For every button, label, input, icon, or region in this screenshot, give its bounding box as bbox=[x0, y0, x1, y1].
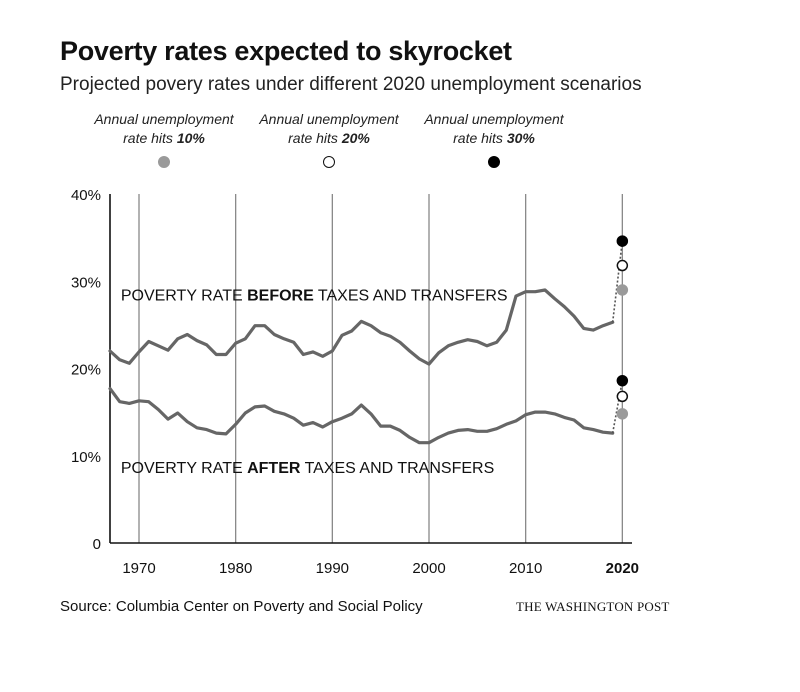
y-tick-label: 20% bbox=[71, 362, 101, 379]
legend-item-10: Annual unemployment rate hits 10% bbox=[79, 110, 249, 168]
projection-point-10 bbox=[616, 408, 629, 420]
legend-text-line2: rate hits 20% bbox=[288, 130, 370, 146]
projection-connector bbox=[611, 241, 624, 323]
legend-text-line1: Annual unemployment bbox=[424, 111, 564, 127]
projection-points bbox=[616, 235, 629, 420]
y-tick-label: 10% bbox=[71, 449, 101, 466]
x-tick-label: 1980 bbox=[219, 560, 252, 577]
credit-logo: THE WASHINGTON POST bbox=[516, 599, 670, 614]
x-tick-label: 2000 bbox=[412, 560, 445, 577]
legend-text-line2: rate hits 10% bbox=[123, 130, 205, 146]
series-label: POVERTY RATE AFTER TAXES AND TRANSFERS bbox=[121, 460, 494, 477]
y-tick-label: 0 bbox=[93, 536, 101, 553]
legend-text-line2: rate hits 30% bbox=[453, 130, 535, 146]
projection-point-20 bbox=[616, 390, 629, 403]
series-label: POVERTY RATE BEFORE TAXES AND TRANSFERS bbox=[121, 287, 508, 304]
x-tick-label: 2010 bbox=[509, 560, 542, 577]
series-line-after bbox=[108, 387, 615, 445]
projection-connector bbox=[611, 380, 624, 434]
x-tick-label: 1970 bbox=[122, 560, 155, 577]
grid bbox=[138, 194, 623, 543]
x-tick-label: 2020 bbox=[606, 560, 639, 577]
projection-point-30 bbox=[616, 235, 629, 247]
y-tick-label: 40% bbox=[71, 187, 101, 204]
legend-item-20: Annual unemployment rate hits 20% bbox=[244, 110, 414, 168]
projection-point-10 bbox=[616, 284, 629, 296]
source-note: Source: Columbia Center on Poverty and S… bbox=[60, 598, 423, 615]
x-tick-label: 1990 bbox=[316, 560, 349, 577]
legend-text-line1: Annual unemployment bbox=[259, 111, 399, 127]
series-line-before bbox=[108, 288, 615, 366]
legend-dot-open bbox=[323, 156, 335, 168]
legend-text-line1: Annual unemployment bbox=[94, 111, 234, 127]
series-labels: POVERTY RATE BEFORE TAXES AND TRANSFERS P… bbox=[121, 287, 508, 477]
projection-point-20 bbox=[616, 259, 629, 272]
legend-dot-grey bbox=[158, 156, 170, 168]
chart-title: Poverty rates expected to skyrocket bbox=[60, 36, 512, 66]
legend-item-30: Annual unemployment rate hits 30% bbox=[409, 110, 579, 168]
legend-dot-black bbox=[488, 156, 500, 168]
axes: 1970 1980 1990 2000 2010 2020 0 10% 20% 30% 40% bbox=[71, 187, 639, 577]
chart-subtitle: Projected povery rates under different 2… bbox=[60, 74, 642, 95]
projection-point-30 bbox=[616, 374, 629, 387]
y-tick-label: 30% bbox=[71, 274, 101, 291]
series bbox=[108, 241, 624, 445]
